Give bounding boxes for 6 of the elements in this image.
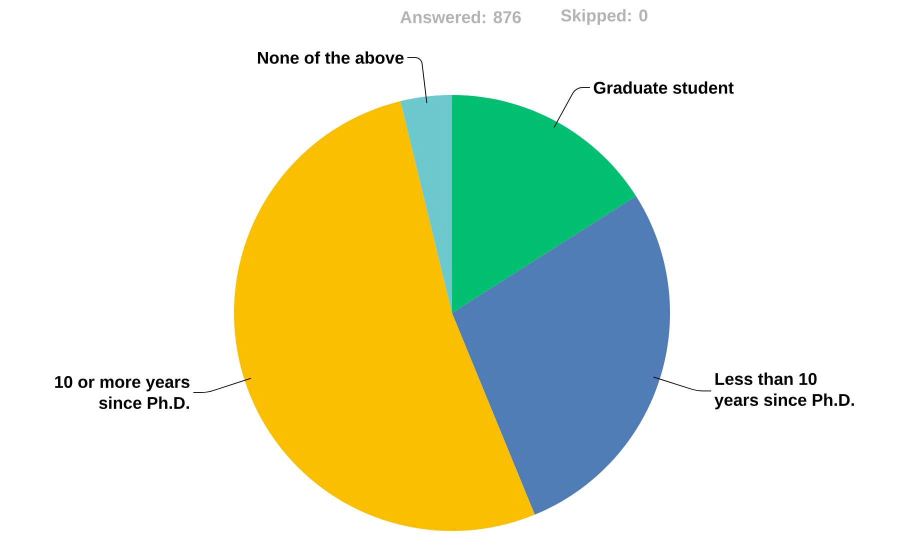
slice-label: Less than 10 years since Ph.D. bbox=[714, 372, 854, 410]
slice-label: 10 or more years since Ph.D. bbox=[55, 376, 190, 409]
slice-label: Graduate student bbox=[594, 81, 734, 94]
slice-label: None of the above bbox=[258, 51, 404, 64]
text: Skipped: 0 bbox=[561, 9, 648, 25]
text: Answered: 876 bbox=[400, 10, 521, 24]
